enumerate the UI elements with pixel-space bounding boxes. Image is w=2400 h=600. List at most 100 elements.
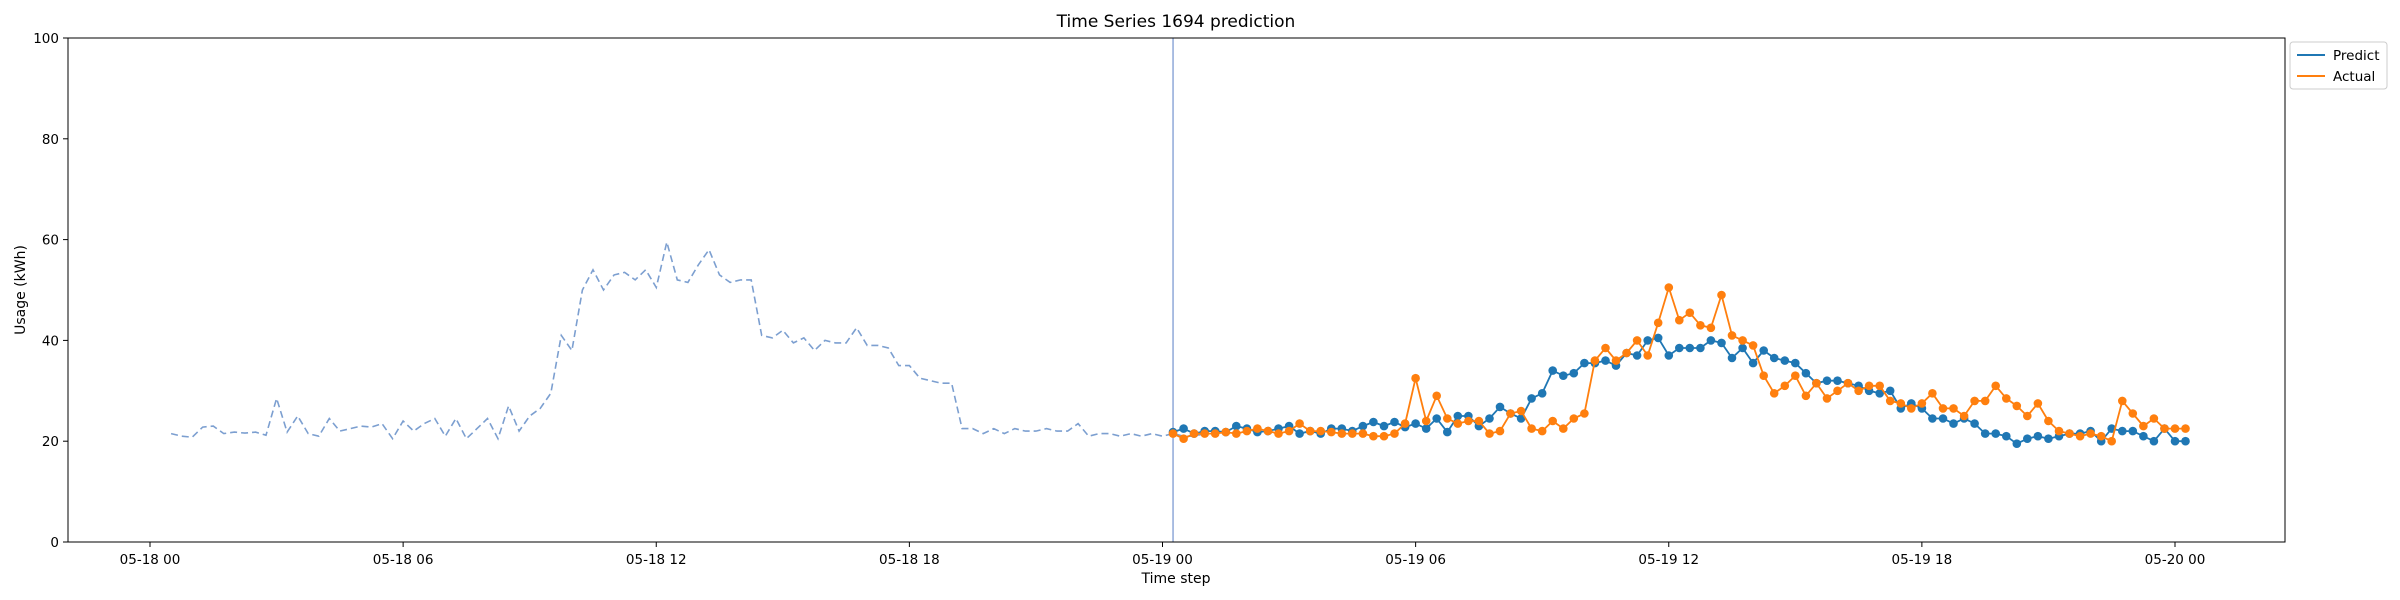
actual-point bbox=[1232, 429, 1241, 438]
y-tick-label: 100 bbox=[33, 31, 59, 47]
predict-point bbox=[1580, 358, 1589, 368]
predict-point bbox=[1706, 336, 1716, 345]
predict-point bbox=[1453, 411, 1463, 421]
actual-point bbox=[1611, 356, 1621, 365]
actual-point bbox=[1685, 308, 1695, 318]
predict-point bbox=[1696, 343, 1705, 353]
predict-point bbox=[1643, 336, 1652, 345]
actual-point bbox=[1928, 389, 1937, 398]
predict-point bbox=[1537, 389, 1547, 398]
predict-point bbox=[1495, 402, 1505, 412]
predict-point bbox=[1833, 376, 1842, 386]
legend: Predict Actual bbox=[2289, 41, 2388, 90]
actual-point bbox=[1495, 426, 1505, 436]
y-axis: 0 20 40 60 80 100 bbox=[33, 31, 68, 551]
actual-point bbox=[1833, 386, 1842, 396]
predict-point bbox=[1738, 343, 1747, 353]
predict-point bbox=[1559, 371, 1568, 381]
actual-point bbox=[1601, 343, 1610, 353]
predict-point bbox=[1369, 417, 1378, 427]
actual-point bbox=[1400, 419, 1410, 428]
actual-point bbox=[1432, 391, 1441, 401]
actual-series-line bbox=[1172, 284, 2186, 443]
actual-point bbox=[1843, 378, 1853, 388]
actual-point bbox=[1949, 404, 1958, 413]
actual-point bbox=[2023, 411, 2032, 421]
predict-point bbox=[1632, 351, 1642, 360]
actual-point bbox=[1253, 424, 1262, 433]
x-tick-label: 05-20 00 bbox=[2145, 552, 2206, 568]
y-tick-label: 80 bbox=[42, 132, 59, 148]
predict-series-line bbox=[1172, 336, 2186, 445]
actual-point bbox=[1379, 431, 1389, 441]
predict-point bbox=[1949, 419, 1958, 428]
predict-point bbox=[1885, 386, 1895, 396]
y-tick-label: 40 bbox=[42, 333, 59, 349]
actual-point bbox=[1590, 356, 1600, 365]
predict-point bbox=[1232, 421, 1241, 431]
actual-point bbox=[2160, 424, 2169, 433]
actual-point bbox=[2002, 394, 2011, 403]
predict-point bbox=[1601, 356, 1610, 365]
predict-point bbox=[2128, 426, 2138, 436]
predict-point bbox=[1664, 351, 1674, 360]
actual-point bbox=[2149, 414, 2159, 423]
actual-point bbox=[1622, 348, 1631, 358]
actual-point bbox=[1316, 426, 1325, 436]
predict-point bbox=[2044, 434, 2053, 444]
actual-point bbox=[1189, 429, 1199, 438]
history-series-line bbox=[170, 241, 1205, 441]
actual-point bbox=[1917, 399, 1927, 408]
actual-point bbox=[1854, 386, 1863, 396]
predict-point bbox=[1791, 358, 1800, 368]
plot-area bbox=[170, 38, 2190, 542]
predict-point bbox=[2002, 431, 2011, 441]
predict-point bbox=[1780, 356, 1790, 365]
actual-point bbox=[2012, 401, 2022, 411]
predict-point bbox=[2181, 436, 2190, 446]
actual-point bbox=[1506, 409, 1515, 418]
actual-point bbox=[1327, 427, 1336, 437]
actual-point bbox=[1664, 283, 1674, 292]
predict-point bbox=[2149, 436, 2159, 446]
actual-point bbox=[1780, 381, 1790, 391]
predict-point bbox=[1548, 366, 1557, 375]
actual-point bbox=[1516, 406, 1526, 416]
actual-point bbox=[1537, 426, 1547, 436]
predict-point bbox=[1421, 424, 1431, 433]
actual-point bbox=[2181, 424, 2190, 433]
actual-point bbox=[1168, 429, 1178, 438]
x-axis: 05-18 00 05-18 06 05-18 12 05-18 18 05-19 00… bbox=[120, 542, 2206, 568]
actual-point bbox=[1390, 429, 1399, 438]
actual-point bbox=[1453, 419, 1463, 428]
actual-point bbox=[1801, 391, 1811, 401]
chart-title: Time Series 1694 prediction bbox=[1056, 12, 1296, 32]
predict-point bbox=[1379, 421, 1389, 431]
actual-point bbox=[1791, 371, 1800, 381]
predict-point bbox=[1717, 338, 1726, 348]
actual-point bbox=[1559, 424, 1568, 433]
actual-point bbox=[1959, 411, 1969, 421]
actual-point bbox=[1907, 404, 1916, 413]
predict-point bbox=[1769, 353, 1779, 363]
actual-point bbox=[1548, 416, 1557, 426]
y-tick-label: 60 bbox=[42, 233, 59, 249]
actual-point bbox=[1727, 331, 1737, 340]
y-axis-label: Usage (kWh) bbox=[13, 245, 29, 335]
actual-point bbox=[1643, 351, 1652, 360]
predict-point bbox=[1938, 414, 1948, 423]
actual-point bbox=[1348, 429, 1357, 438]
x-tick-label: 05-19 12 bbox=[1638, 552, 1699, 568]
y-tick-label: 20 bbox=[42, 434, 59, 450]
actual-point bbox=[2096, 431, 2106, 441]
predict-point bbox=[1980, 429, 1990, 438]
actual-point bbox=[1875, 381, 1884, 391]
actual-point bbox=[2065, 429, 2074, 438]
actual-point bbox=[1527, 424, 1536, 433]
predict-point bbox=[2170, 436, 2180, 446]
predict-point bbox=[1569, 368, 1579, 378]
predict-point bbox=[2118, 426, 2127, 436]
predict-point bbox=[1822, 376, 1832, 386]
legend-box bbox=[2289, 41, 2388, 90]
actual-point bbox=[1443, 414, 1452, 423]
